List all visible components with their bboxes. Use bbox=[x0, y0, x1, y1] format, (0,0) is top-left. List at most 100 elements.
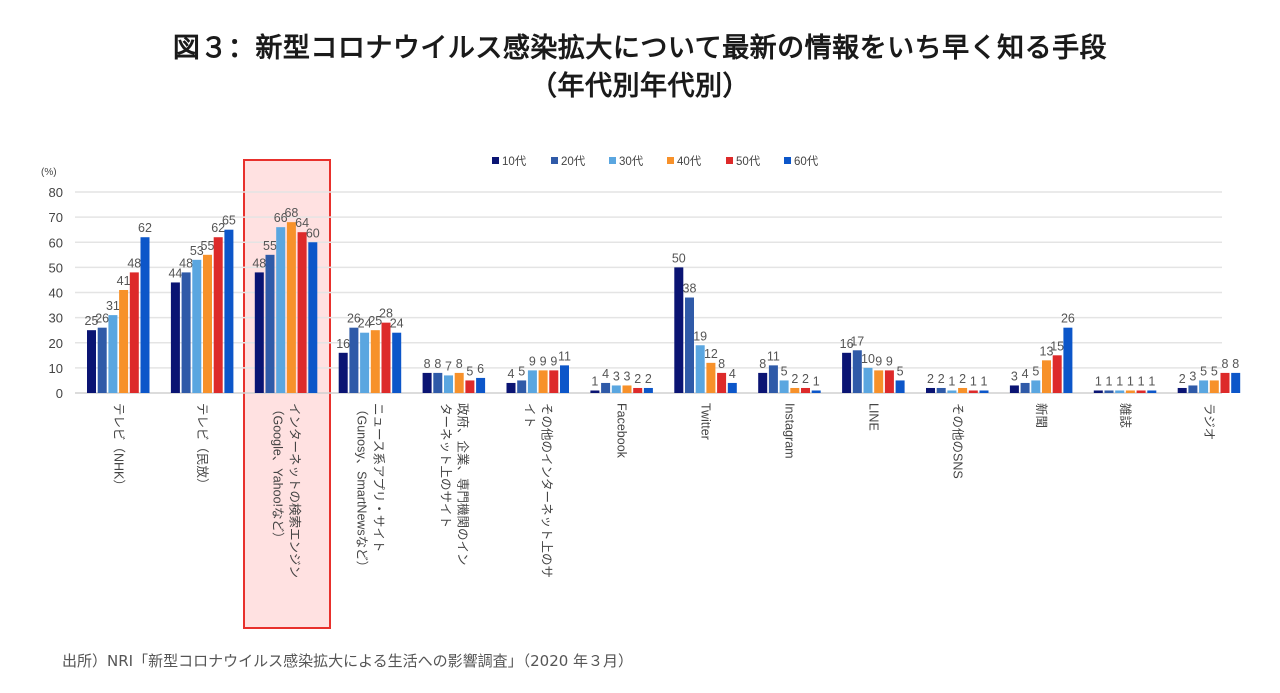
data-label: 1 bbox=[981, 374, 988, 388]
bar bbox=[170, 282, 180, 393]
y-axis-label: (%) bbox=[41, 167, 57, 178]
data-label: 1 bbox=[1127, 374, 1134, 388]
data-label: 5 bbox=[1200, 364, 1207, 378]
bar bbox=[297, 232, 307, 393]
x-tick-label: （Gunosy、SmartNewsなど） bbox=[354, 403, 368, 573]
data-label: 48 bbox=[179, 256, 193, 270]
x-tick-label: テレビ（民放） bbox=[195, 403, 210, 491]
bar bbox=[874, 370, 884, 393]
data-label: 9 bbox=[886, 354, 893, 368]
bar bbox=[1115, 390, 1125, 393]
x-tick-label: （Google、Yahoo!など） bbox=[271, 403, 285, 545]
data-label: 1 bbox=[1116, 374, 1123, 388]
bar bbox=[926, 387, 935, 393]
data-label: 1 bbox=[1148, 374, 1155, 388]
bar bbox=[695, 345, 705, 393]
bar bbox=[1177, 387, 1187, 393]
x-tick-label: Instagram bbox=[782, 403, 796, 459]
data-label: 60 bbox=[306, 226, 320, 240]
legend-label: 50代 bbox=[736, 155, 761, 168]
data-label: 5 bbox=[466, 364, 473, 378]
data-label: 2 bbox=[927, 372, 934, 386]
y-tick-label: 30 bbox=[49, 311, 63, 326]
data-label: 8 bbox=[456, 357, 463, 371]
data-label: 38 bbox=[683, 282, 697, 296]
data-label: 11 bbox=[558, 349, 571, 363]
bar bbox=[392, 332, 402, 393]
data-label: 5 bbox=[781, 364, 788, 378]
bar bbox=[1042, 360, 1051, 393]
legend-swatch bbox=[492, 157, 499, 164]
bar bbox=[1093, 390, 1103, 393]
data-label: 48 bbox=[127, 256, 141, 270]
data-label: 1 bbox=[1138, 374, 1145, 388]
bar bbox=[1147, 390, 1157, 393]
data-label: 44 bbox=[168, 266, 182, 280]
bar bbox=[87, 330, 96, 393]
source-note: 出所）NRI「新型コロナウイルス感染拡大による生活への影響調査」（2020 年３… bbox=[62, 652, 634, 670]
data-label: 6 bbox=[477, 362, 484, 376]
chart-title: 図３：新型コロナウイルス感染拡大について最新の情報をいち早く知る手段 bbox=[172, 33, 1108, 64]
y-tick-label: 70 bbox=[49, 210, 63, 225]
bar bbox=[674, 267, 684, 393]
bar bbox=[768, 365, 778, 393]
legend-label: 60代 bbox=[794, 155, 819, 168]
data-label: 2 bbox=[1179, 372, 1186, 386]
bar bbox=[717, 372, 727, 393]
data-label: 2 bbox=[959, 372, 966, 386]
data-label: 8 bbox=[424, 357, 431, 371]
data-label: 4 bbox=[729, 367, 736, 381]
bar bbox=[706, 362, 716, 393]
data-label: 55 bbox=[201, 239, 215, 253]
bar bbox=[601, 382, 611, 393]
bar bbox=[1220, 372, 1230, 393]
data-label: 13 bbox=[1040, 344, 1054, 358]
data-label: 1 bbox=[1095, 374, 1102, 388]
legend-swatch bbox=[667, 157, 674, 164]
bar bbox=[1020, 382, 1030, 393]
data-label: 24 bbox=[358, 317, 372, 331]
data-label: 68 bbox=[284, 206, 298, 220]
data-label: 1 bbox=[1106, 374, 1113, 388]
data-label: 3 bbox=[613, 369, 620, 383]
y-tick-label: 60 bbox=[49, 235, 63, 250]
x-tick-label: インターネットの検索エンジン bbox=[288, 403, 302, 578]
bar bbox=[224, 229, 234, 393]
y-tick-label: 50 bbox=[49, 260, 63, 275]
data-label: 2 bbox=[802, 372, 809, 386]
y-tick-label: 20 bbox=[49, 336, 63, 351]
bar bbox=[1009, 385, 1019, 393]
data-label: 12 bbox=[704, 347, 718, 361]
data-label: 19 bbox=[693, 329, 707, 343]
bar bbox=[308, 242, 318, 393]
bar bbox=[360, 332, 370, 393]
data-label: 1 bbox=[813, 374, 820, 388]
legend-label: 20代 bbox=[561, 155, 586, 168]
data-label: 1 bbox=[591, 374, 598, 388]
data-label: 50 bbox=[672, 251, 686, 265]
data-label: 41 bbox=[117, 274, 131, 288]
x-tick-label: 政府、企業、専門機関のイン bbox=[455, 403, 470, 566]
data-label: 11 bbox=[767, 349, 780, 363]
bar bbox=[979, 390, 989, 393]
data-label: 5 bbox=[1211, 364, 1218, 378]
bar bbox=[968, 390, 978, 393]
data-label: 26 bbox=[347, 312, 361, 326]
data-label: 9 bbox=[529, 354, 536, 368]
bar bbox=[203, 254, 212, 393]
data-label: 1 bbox=[970, 374, 977, 388]
data-label: 62 bbox=[138, 221, 152, 235]
bar bbox=[476, 377, 486, 393]
x-tick-label: 新聞 bbox=[1034, 403, 1049, 428]
bar bbox=[454, 372, 464, 393]
data-label: 3 bbox=[1011, 369, 1018, 383]
bar bbox=[790, 387, 800, 393]
x-tick-label: ラジオ bbox=[1202, 403, 1216, 440]
x-tick-label: Twitter bbox=[699, 403, 713, 440]
data-label: 62 bbox=[211, 221, 225, 235]
x-tick-label: その他のSNS bbox=[950, 403, 964, 479]
bar bbox=[444, 375, 453, 393]
bar bbox=[1231, 372, 1241, 393]
bar bbox=[506, 382, 516, 393]
bar bbox=[370, 330, 380, 393]
